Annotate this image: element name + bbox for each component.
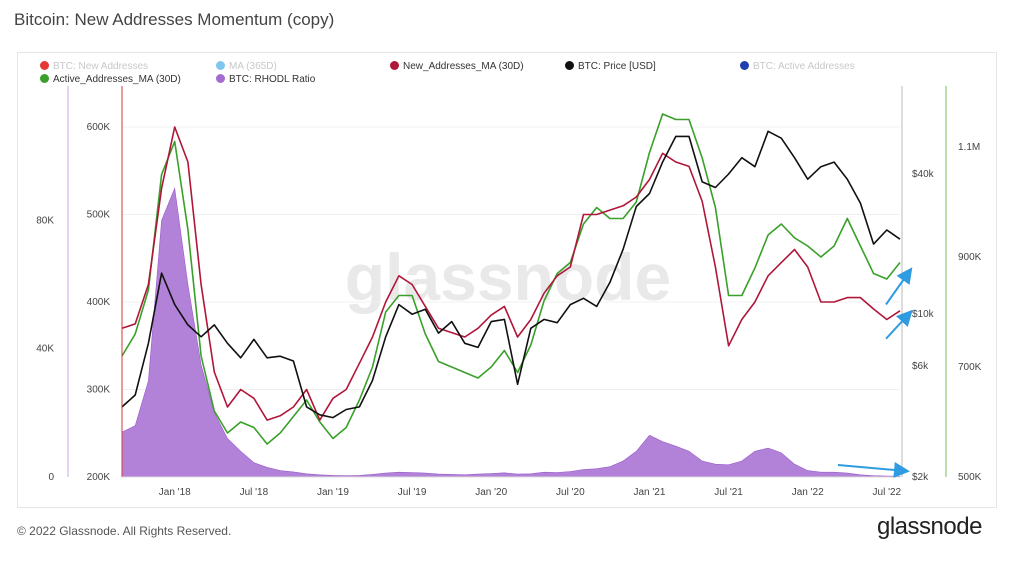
new-addresses-tick-label: 200K	[87, 472, 111, 483]
legend-item-active-addresses[interactable]: BTC: Active Addresses	[740, 61, 855, 72]
price-tick-label: $6k	[912, 361, 929, 372]
legend-dot-icon	[216, 74, 225, 83]
legend-label: MA (365D)	[229, 61, 277, 72]
x-tick-label: Jul '21	[714, 487, 743, 498]
legend-dot-icon	[40, 61, 49, 70]
annotation-arrow	[885, 267, 913, 306]
active-addresses-tick-label: 500K	[958, 472, 982, 483]
copyright-text: © 2022 Glassnode. All Rights Reserved.	[17, 524, 232, 538]
legend-label: BTC: New Addresses	[53, 61, 149, 72]
price-tick-label: $40k	[912, 169, 935, 180]
legend-dot-icon	[216, 61, 225, 70]
rhodl-tick-label: 0	[48, 472, 54, 483]
active-addresses-tick-label: 700K	[958, 362, 982, 373]
active-addresses-ma-line	[121, 113, 901, 445]
legend-dot-icon	[390, 61, 399, 70]
glassnode-logo: glassnode	[877, 513, 982, 540]
rhodl-area	[121, 187, 901, 478]
active-addresses-tick-label: 900K	[958, 252, 982, 263]
legend-item-new-addresses[interactable]: BTC: New Addresses	[40, 61, 148, 72]
x-tick-label: Jan '20	[475, 487, 507, 498]
legend-item-active-addresses-ma[interactable]: Active_Addresses_MA (30D)	[40, 74, 181, 85]
annotation-arrow	[885, 309, 913, 340]
legend-item-new-addresses-ma[interactable]: New_Addresses_MA (30D)	[390, 61, 524, 72]
active-addresses-tick-label: 1.1M	[958, 142, 980, 153]
price-tick-label: $2k	[912, 472, 929, 483]
x-tick-label: Jul '19	[398, 487, 427, 498]
x-tick-label: Jan '21	[633, 487, 665, 498]
legend-label: New_Addresses_MA (30D)	[403, 61, 524, 72]
new-addresses-tick-label: 400K	[87, 297, 111, 308]
rhodl-tick-label: 80K	[36, 215, 54, 226]
new-addresses-tick-label: 500K	[87, 210, 111, 221]
x-tick-label: Jul '18	[240, 487, 269, 498]
legend-dot-icon	[40, 74, 49, 83]
legend-label: Active_Addresses_MA (30D)	[53, 74, 181, 85]
page-title: Bitcoin: New Addresses Momentum (copy)	[14, 10, 335, 29]
x-tick-label: Jul '22	[873, 487, 902, 498]
price-tick-label: $10k	[912, 309, 935, 320]
x-tick-label: Jan '19	[317, 487, 349, 498]
rhodl-tick-label: 40K	[36, 344, 54, 355]
btc-price-line	[121, 130, 901, 419]
legend-label: BTC: RHODL Ratio	[229, 74, 316, 85]
legend-label: BTC: Price [USD]	[578, 61, 656, 72]
legend-item-ma-365d[interactable]: MA (365D)	[216, 61, 277, 72]
legend-dot-icon	[565, 61, 574, 70]
x-tick-label: Jul '20	[556, 487, 585, 498]
new-addresses-tick-label: 300K	[87, 385, 111, 396]
x-tick-label: Jan '18	[159, 487, 191, 498]
new-addresses-tick-label: 600K	[87, 122, 111, 133]
legend-item-rhodl[interactable]: BTC: RHODL Ratio	[216, 74, 315, 85]
legend-item-btc-price[interactable]: BTC: Price [USD]	[565, 61, 656, 72]
legend-label: BTC: Active Addresses	[753, 61, 855, 72]
legend-dot-icon	[740, 61, 749, 70]
annotation-arrow	[837, 461, 910, 478]
new-addresses-ma-line	[121, 126, 901, 421]
x-tick-label: Jan '22	[792, 487, 824, 498]
